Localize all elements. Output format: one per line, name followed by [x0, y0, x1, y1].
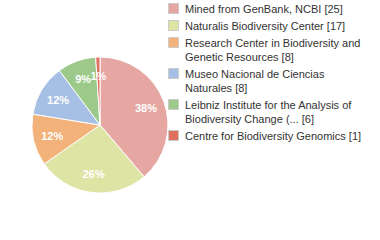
html-text:Leibniz Institute for the Anal: Leibniz Institute for the Analysis of Bi… — [185, 99, 352, 125]
svg-text:12%: 12% — [47, 94, 69, 106]
html-text:Centre for Biodiversity Genomi: Centre for Biodiversity Genomics [1] — [185, 130, 362, 142]
html-text:Research Center in Biodiversit: Research Center in Biodiversity and Gene… — [185, 37, 361, 63]
html-text:Naturalis Biodiversity Center: Naturalis Biodiversity Center [17] — [185, 20, 346, 32]
svg-text:1%: 1% — [90, 70, 106, 82]
svg-text:9%: 9% — [75, 73, 91, 85]
svg-text:38%: 38% — [135, 102, 157, 114]
html-text:Mined from GenBank, NCBI [25]: Mined from GenBank, NCBI [25] — [185, 3, 343, 15]
svg-text:12%: 12% — [41, 130, 63, 142]
svg-text:26%: 26% — [83, 168, 105, 180]
html-text:Museo Nacional de Ciencias Nat: Museo Nacional de Ciencias Naturales [8] — [185, 68, 325, 94]
